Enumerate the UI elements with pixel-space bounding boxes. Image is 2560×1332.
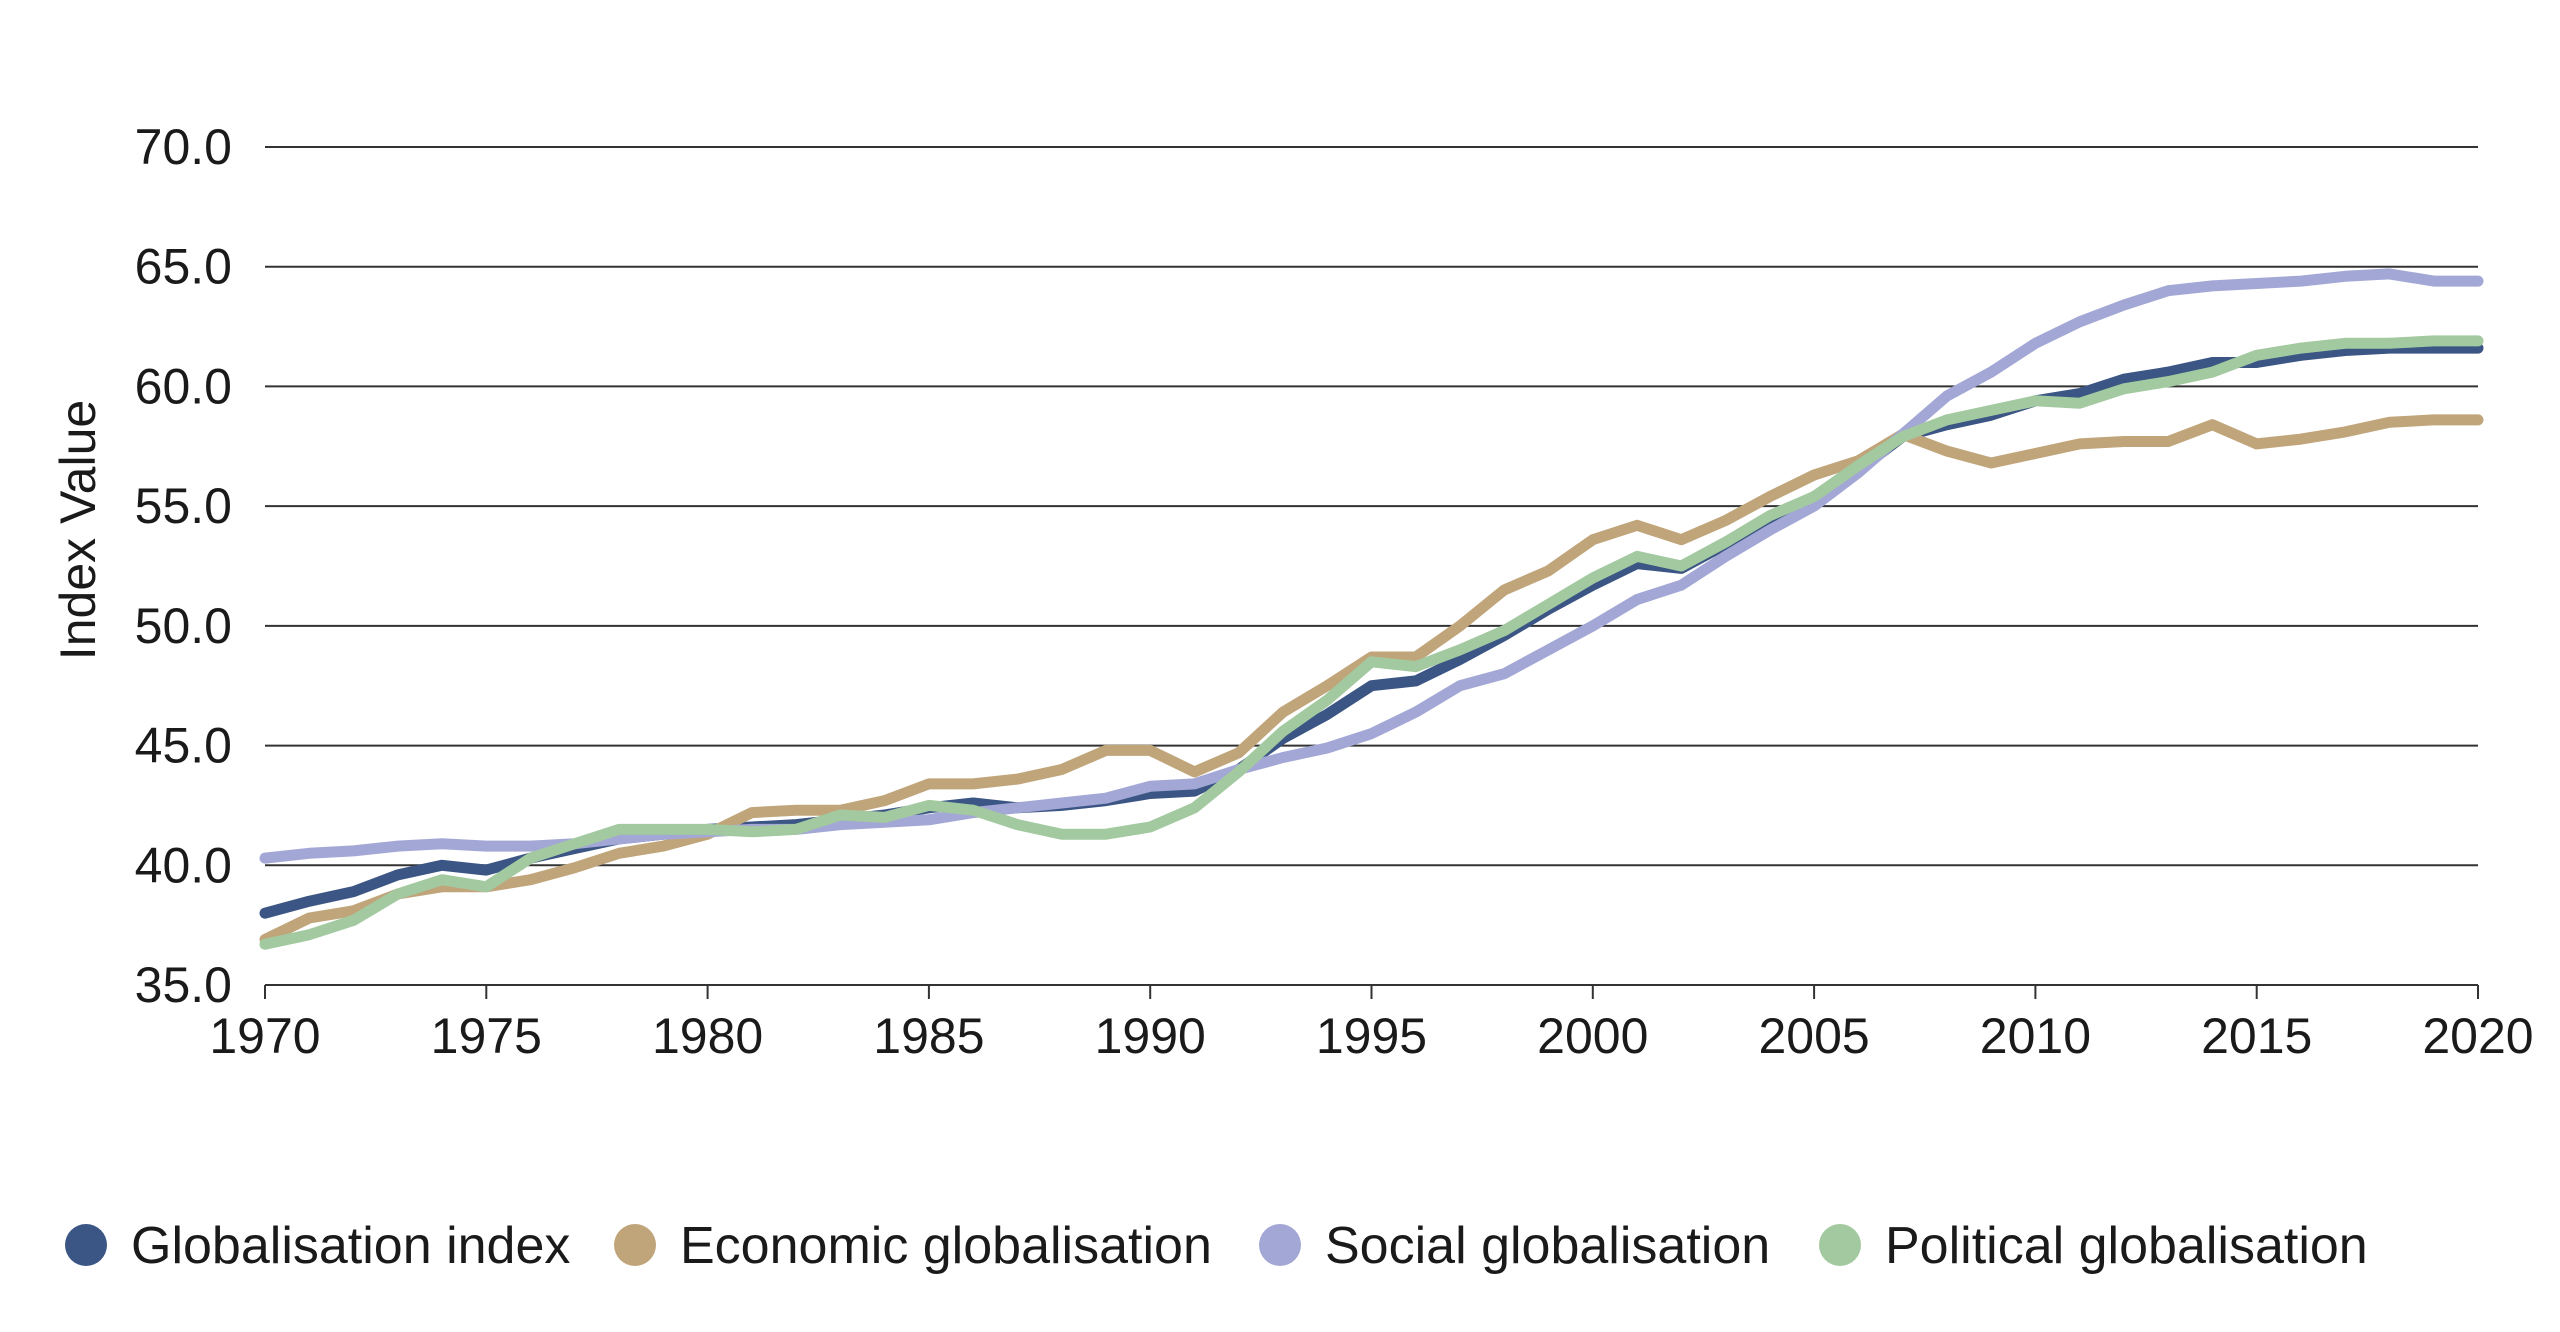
x-tick-label: 1970 <box>209 1008 320 1064</box>
x-axis-tick-labels: 1970 1975 1980 1985 1990 1995 2000 2005 2010 2015… <box>209 985 2534 1064</box>
legend-label: Economic globalisation <box>680 1217 1212 1275</box>
y-tick-label: 65.0 <box>135 239 232 295</box>
series-line-social-globalisation <box>259 268 2484 864</box>
y-tick-label: 70.0 <box>135 119 232 175</box>
y-tick-label: 60.0 <box>135 358 232 414</box>
y-tick-label: 40.0 <box>135 837 232 893</box>
series-line-political-globalisation <box>259 335 2484 950</box>
x-tick-label: 2000 <box>1537 1008 1648 1064</box>
x-tick-label: 1985 <box>873 1008 984 1064</box>
x-tick-label: 1995 <box>1316 1008 1427 1064</box>
legend-marker <box>65 1224 107 1266</box>
x-tick-label: 2005 <box>1758 1008 1869 1064</box>
y-axis-title: Index Value <box>50 400 106 660</box>
data-series <box>259 268 2484 950</box>
legend: Globalisation index Economic globalisatio… <box>65 1217 2368 1275</box>
legend-label: Political globalisation <box>1885 1217 2368 1275</box>
y-tick-label: 35.0 <box>135 957 232 1013</box>
x-tick-label: 1980 <box>652 1008 763 1064</box>
legend-marker <box>1819 1224 1861 1266</box>
y-tick-label: 45.0 <box>135 718 232 774</box>
x-tick-label: 1975 <box>431 1008 542 1064</box>
x-tick-label: 2020 <box>2422 1008 2533 1064</box>
x-tick-label: 2010 <box>1980 1008 2091 1064</box>
y-tick-label: 50.0 <box>135 598 232 654</box>
series-line-economic-globalisation <box>259 414 2484 945</box>
legend-marker <box>614 1224 656 1266</box>
legend-label: Globalisation index <box>131 1217 570 1275</box>
series-line-globalisation-index <box>259 342 2484 919</box>
y-tick-label: 55.0 <box>135 478 232 534</box>
y-axis-tick-labels: 35.0 40.0 45.0 50.0 55.0 60.0 65.0 70.0 <box>135 119 232 1013</box>
x-tick-label: 2015 <box>2201 1008 2312 1064</box>
x-tick-label: 1990 <box>1095 1008 1206 1064</box>
legend-marker <box>1259 1224 1301 1266</box>
gridlines <box>265 146 2478 986</box>
legend-label: Social globalisation <box>1325 1217 1770 1275</box>
